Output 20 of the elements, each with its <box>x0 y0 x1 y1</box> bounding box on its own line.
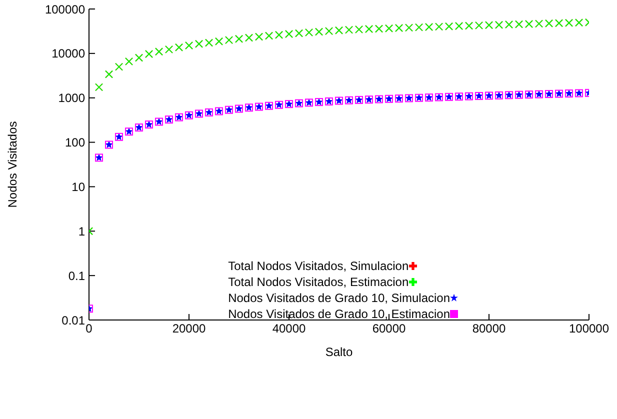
x-axis-title: Salto <box>325 345 353 359</box>
y-tick-label: 0.01 <box>62 313 86 328</box>
y-axis-title: Nodos Visitados <box>5 121 20 208</box>
y-tick-label: 1000 <box>58 91 86 106</box>
legend-label: Total Nodos Visitados, Simulacion <box>228 259 409 273</box>
y-tick-label: 10 <box>72 180 86 194</box>
y-tick-label: 10000 <box>52 46 86 61</box>
y-tick-label: 0.1 <box>68 268 86 283</box>
legend-label: Total Nodos Visitados, Estimacion <box>228 275 409 289</box>
x-tick-label: 60000 <box>372 322 406 336</box>
legend-label: Nodos Visitados de Grado 10, Estimacion <box>228 307 450 321</box>
x-tick-label: 100000 <box>568 322 610 336</box>
x-tick-label: 0 <box>86 322 93 336</box>
y-tick-label: 100 <box>64 136 86 150</box>
x-tick-label: 40000 <box>272 322 306 336</box>
legend-label: Nodos Visitados de Grado 10, Simulacion <box>228 291 450 305</box>
y-tick-label: 1 <box>78 224 86 238</box>
y-tick-label: 100000 <box>44 2 86 16</box>
x-tick-label: 20000 <box>172 322 206 336</box>
x-tick-label: 80000 <box>472 322 506 336</box>
